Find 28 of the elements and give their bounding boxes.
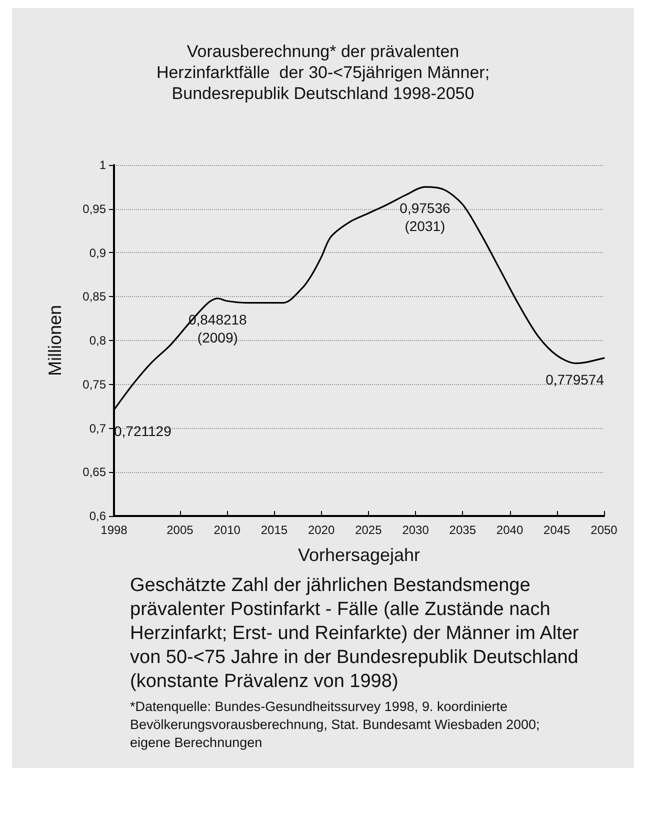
x-tick-label: 2035: [449, 523, 476, 537]
x-tick-label: 2050: [590, 523, 618, 537]
x-tick-label: 2020: [308, 523, 335, 537]
x-tick-label: 2015: [260, 523, 288, 537]
y-axis-title: Millionen: [45, 304, 65, 376]
x-tick-label: 2010: [214, 523, 241, 537]
y-tick-label: 0,6: [89, 509, 106, 523]
y-tick-label: 0,8: [89, 334, 106, 348]
x-tick-label: 2025: [355, 523, 382, 537]
y-tick-label: 0,85: [82, 290, 106, 304]
y-tick-label: 0,65: [82, 465, 106, 480]
x-tick-label: 2045: [544, 523, 571, 537]
x-tick-label: 2005: [166, 523, 194, 537]
x-tick-label: 2040: [496, 523, 524, 537]
y-tick-label: 0,75: [82, 377, 106, 392]
annotation: 0,721129: [114, 422, 172, 439]
x-tick-label: 1998: [100, 523, 128, 537]
chart-title: Vorausberechnung* der prävalenten Herzinfarktfälle der 30-<75jährigen Männer; Bundesrepublik Deutschland 1998-2050: [156, 42, 490, 103]
y-tick-label: 1: [99, 158, 106, 172]
y-tick-label: 0,7: [89, 421, 106, 436]
annotation: 0,97536 (2031): [400, 200, 450, 234]
x-tick-label: 2030: [402, 523, 430, 537]
text: *Datenquelle: Bundes-Gesundheitssurvey 1998, 9. koordinierte Bevölkerungsvorausberechnung, Stat. Bundesamt Wiesbaden 2000; eigene Berechnungen: [129, 698, 541, 752]
text: Geschätzte Zahl der jährlichen Bestandsmenge prävalenter Postinfarkt - Fälle (alle Zustände nach Herzinfarkt; Erst- und Reinfarkte) der Männer im Alter von 50-<75 Jahre in der Bundesrepublik Deutschland (konstante Prävalenz von 1998): [129, 574, 580, 694]
annotation: 0,779574: [546, 371, 604, 388]
y-tick-label: 0,95: [82, 202, 106, 216]
x-axis-title: Vorhersagejahr: [298, 545, 420, 565]
y-tick-label: 0,9: [89, 246, 106, 260]
